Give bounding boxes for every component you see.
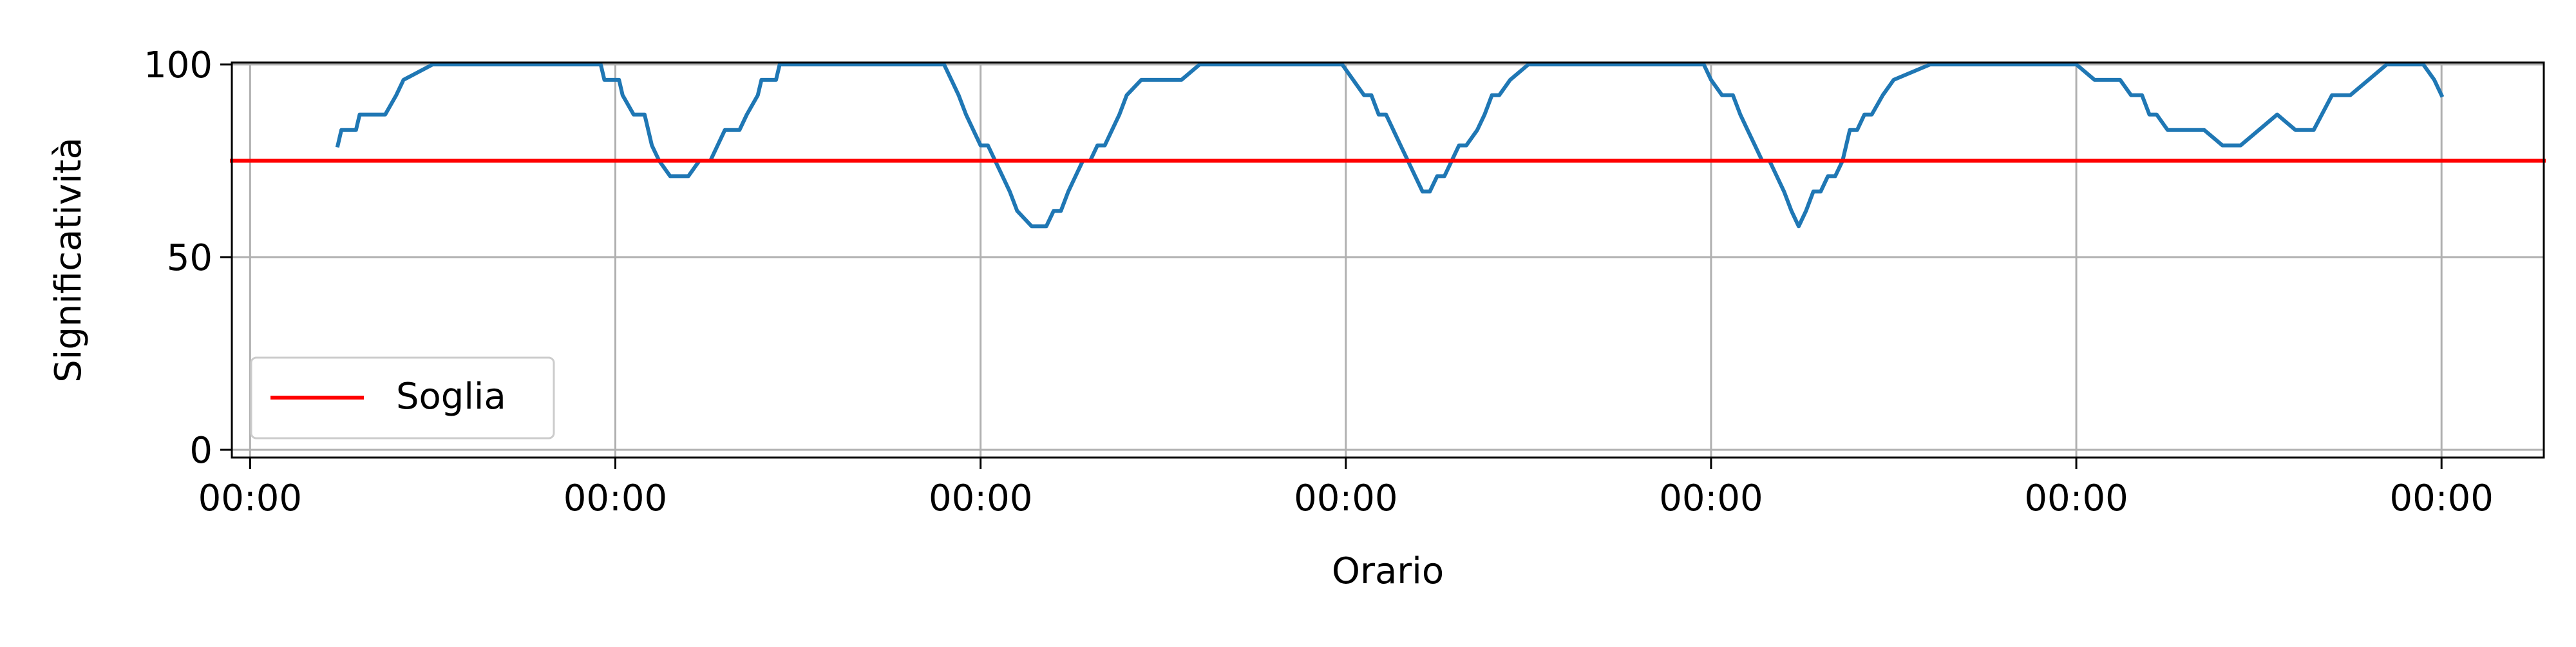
plot-frame — [231, 61, 2545, 459]
x-tick-label: 00:00 — [198, 478, 302, 519]
x-tick-label: 00:00 — [1294, 478, 1397, 519]
y-tick-label: 50 — [167, 237, 213, 279]
x-tick-label: 00:00 — [2024, 478, 2128, 519]
y-tick-label: 0 — [189, 430, 213, 472]
grid-lines — [232, 63, 2544, 458]
legend-box — [250, 356, 555, 439]
series-line-significance — [335, 63, 2445, 229]
x-axis-label: Orario — [1332, 550, 1444, 592]
x-tick-label: 00:00 — [929, 478, 1032, 519]
x-tick-label: 00:00 — [2390, 478, 2494, 519]
y-axis-label: Significatività — [48, 137, 90, 383]
axis-ticks: 00:00 00:00 00:00 00:00 00:00 00:00 00:00 0 50 10… — [144, 44, 2494, 519]
series-lines — [230, 63, 2546, 229]
legend: Soglia — [250, 356, 555, 439]
y-tick-label: 100 — [144, 44, 213, 86]
x-tick-label: 00:00 — [564, 478, 667, 519]
x-tick-label: 00:00 — [1659, 478, 1763, 519]
legend-label-soglia: Soglia — [396, 376, 506, 418]
